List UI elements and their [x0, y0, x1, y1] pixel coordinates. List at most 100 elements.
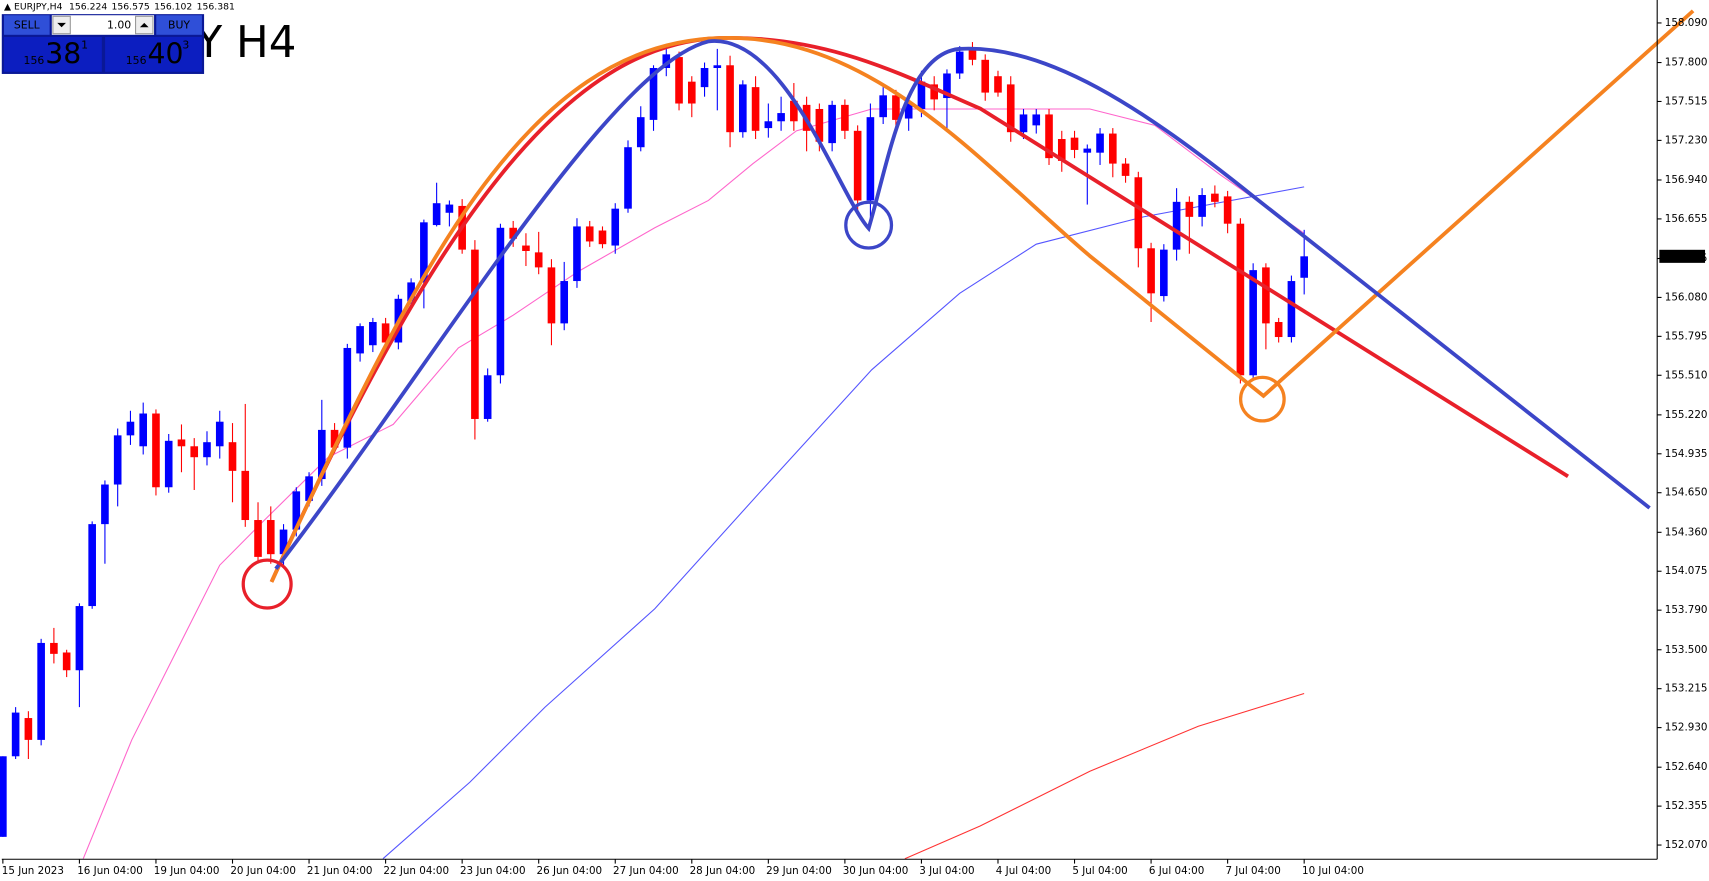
lot-value: 1.00: [107, 19, 131, 32]
y-tick-label: 156.080: [1665, 291, 1708, 303]
candle-body: [24, 718, 33, 740]
candle-body: [1134, 177, 1143, 249]
candle-body: [1019, 114, 1028, 133]
y-tick-label: 158.090: [1665, 17, 1708, 29]
icon: ▲: [4, 1, 14, 12]
y-tick-label: 153.215: [1665, 683, 1708, 695]
candle-body: [266, 520, 275, 555]
candle-body: [611, 208, 620, 246]
sell-label: SELL: [14, 19, 40, 32]
circle-marker: [844, 200, 894, 250]
drawings: [241, 9, 1695, 610]
x-tick-label: 23 Jun 04:00: [460, 865, 526, 877]
axes: 158.090 157.800 157.515 157.230 156.940 156.6…: [2, 17, 1708, 877]
candle-body: [139, 413, 148, 447]
candle-body: [292, 491, 301, 530]
candle-body: [1262, 267, 1270, 324]
arc-line: [269, 36, 1570, 583]
x-tick-label: 20 Jun 04:00: [230, 865, 296, 877]
candle-body: [968, 48, 977, 60]
y-tick-label: 154.935: [1665, 448, 1708, 460]
candle-body: [88, 524, 96, 607]
candle-body: [1147, 248, 1155, 294]
moving-average: [82, 108, 1305, 859]
candle-body: [879, 95, 887, 118]
x-tick-label: 7 Jul 04:00: [1225, 865, 1280, 877]
candle-body: [1236, 223, 1245, 376]
x-tick-label: 15 Jun 2023: [2, 865, 64, 877]
candle-body: [726, 65, 734, 133]
arrow-icon: [57, 22, 66, 28]
candle-body: [509, 227, 517, 239]
x-tick-label: 19 Jun 04:00: [154, 865, 220, 877]
candle-body: [700, 68, 709, 88]
y-tick-label: 154.360: [1665, 526, 1708, 538]
candle-body: [50, 642, 58, 654]
buy-button[interactable]: [156, 15, 202, 35]
sell-price-box[interactable]: [3, 36, 102, 72]
candle-body: [11, 712, 20, 757]
candle-body: [790, 100, 798, 122]
y-tick-label: 157.515: [1665, 95, 1708, 107]
candle-body: [981, 59, 990, 93]
low: 156.102: [154, 1, 192, 12]
candle-body: [1274, 322, 1283, 338]
candle-body: [1160, 249, 1168, 297]
candle-body: [471, 249, 479, 419]
candle-body: [662, 54, 671, 69]
candle-body: [573, 226, 581, 282]
candle-body: [1108, 133, 1117, 164]
candle-body: [853, 130, 862, 201]
candle-body: [228, 442, 237, 471]
candle-body: [407, 282, 415, 302]
price-box: [1659, 249, 1706, 263]
x-tick-label: 26 Jun 04:00: [537, 865, 603, 877]
candle-body: [777, 113, 785, 122]
candle-body: [279, 529, 288, 555]
candle-body: [420, 222, 428, 283]
buy-price-point: 3: [182, 39, 189, 52]
symbol: EURJPY,H4: [14, 1, 63, 12]
candle-body: [841, 104, 849, 131]
candle-body: [1249, 270, 1257, 376]
y-tick-label: 156.940: [1665, 174, 1708, 186]
candle-body: [739, 84, 747, 133]
candle-body: [343, 347, 352, 448]
close: 156.381: [197, 1, 235, 12]
buy-price-box[interactable]: [105, 36, 202, 72]
candle-body: [330, 429, 339, 448]
candle-body: [1096, 133, 1104, 153]
lot-input[interactable]: [51, 15, 155, 35]
candle-body: [930, 84, 939, 100]
plot: [0, 42, 1308, 860]
candle-body: [649, 68, 658, 120]
y-tick-label: 152.640: [1665, 761, 1708, 773]
x-tick-label: 30 Jun 04:00: [843, 865, 909, 877]
candle-body: [636, 117, 645, 148]
candle-body: [101, 484, 109, 525]
candle-body: [560, 281, 569, 324]
high: 156.575: [112, 1, 150, 12]
candle-body: [955, 51, 964, 74]
candle-body: [1172, 201, 1181, 250]
candle-body: [675, 57, 683, 104]
candle-body: [203, 442, 211, 458]
candle-body: [305, 476, 313, 501]
candle-body: [318, 429, 326, 480]
y-tick-label: 155.220: [1665, 409, 1708, 421]
candle-body: [866, 117, 875, 201]
buy-price-pips: 40: [148, 37, 184, 70]
candle-body: [1287, 281, 1296, 338]
circle-marker: [1238, 375, 1286, 423]
open: 156.224: [69, 1, 107, 12]
x-tick-label: 27 Jun 04:00: [613, 865, 679, 877]
candle-body: [37, 642, 45, 740]
y-tick-label: 156.655: [1665, 213, 1708, 225]
candle-body: [190, 446, 199, 458]
arrow-icon: [139, 22, 149, 28]
y-tick-label: 153.500: [1665, 644, 1708, 656]
sell-button[interactable]: [3, 15, 50, 35]
buy-price-big: 156: [126, 54, 147, 67]
candle-body: [0, 756, 7, 837]
candle-body: [1198, 195, 1206, 217]
